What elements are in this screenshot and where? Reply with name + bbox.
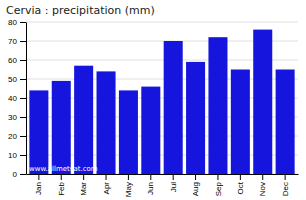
x-tick: Apr [102, 174, 111, 194]
bar [74, 66, 93, 174]
x-tick: Aug [191, 174, 200, 196]
x-tick-mark [61, 174, 62, 180]
x-tick-label: Jul [169, 182, 178, 192]
x-tick-label: May [124, 182, 133, 197]
x-tick: Mar [79, 174, 88, 196]
plot: 0 10 20 30 40 50 60 70 80 Jan Feb Mar Apr May Jun Jul Au… [8, 18, 298, 197]
x-tick-mark [106, 174, 107, 180]
x-tick-label: Jun [146, 182, 155, 195]
bar [164, 41, 183, 174]
y-tick: 70 [8, 37, 26, 46]
y-tick-label: 70 [8, 37, 17, 46]
bar [52, 81, 71, 174]
x-tick-mark [195, 174, 196, 180]
x-tick-label: Nov [258, 182, 267, 196]
x-tick: Dec [281, 174, 290, 196]
bar [276, 70, 295, 175]
y-tick-label: 80 [8, 18, 17, 27]
y-tick-mark [20, 136, 26, 137]
x-tick: May [124, 174, 133, 197]
x-tick-mark [150, 174, 151, 180]
x-tick-mark [173, 174, 174, 180]
y-tick: 50 [8, 75, 26, 84]
y-tick-mark [20, 174, 26, 175]
x-tick-mark [240, 174, 241, 180]
x-tick-label: Aug [191, 182, 200, 196]
y-tick-label: 10 [8, 151, 17, 160]
annotation: www.allmetsat.com [29, 165, 98, 173]
x-tick: Sep [214, 174, 223, 196]
x-tick-label: Mar [79, 182, 88, 196]
y-tick-mark [20, 98, 26, 99]
x-tick-label: Apr [102, 182, 111, 195]
bar [141, 87, 160, 174]
bar [208, 37, 227, 174]
x-tick: Nov [258, 174, 267, 196]
x-axis: Jan Feb Mar Apr May Jun Jul Aug Sep Oct Nov Dec [27, 174, 299, 197]
x-tick: Jan [34, 174, 43, 195]
y-tick-mark [20, 117, 26, 118]
y-tick: 0 [13, 170, 26, 179]
title: Cervia : precipitation (mm) [6, 4, 155, 17]
x-tick-mark [128, 174, 129, 180]
y-tick-label: 40 [8, 94, 17, 103]
x-tick-mark [38, 174, 39, 180]
y-tick-label: 60 [8, 56, 17, 65]
y-tick: 60 [8, 56, 26, 65]
y-tick-mark [20, 22, 26, 23]
y-tick: 30 [8, 113, 26, 122]
x-tick-label: Oct [236, 181, 245, 194]
x-tick-label: Sep [214, 181, 223, 196]
x-tick: Oct [236, 174, 245, 194]
x-tick: Jun [146, 174, 155, 195]
bar [119, 90, 138, 174]
y-tick-mark [20, 41, 26, 42]
bars [29, 30, 294, 174]
x-tick-mark [285, 174, 286, 180]
y-axis-line [26, 23, 27, 175]
bar [97, 71, 116, 174]
x-tick-label: Feb [57, 181, 66, 195]
x-tick-mark [262, 174, 263, 180]
y-tick-mark [20, 155, 26, 156]
grid [26, 22, 298, 174]
bar [231, 70, 250, 175]
y-tick-mark [20, 79, 26, 80]
y-tick-label: 0 [13, 170, 18, 179]
bar [186, 62, 205, 174]
x-tick: Feb [57, 174, 66, 196]
x-tick-label: Dec [281, 182, 290, 196]
y-tick: 10 [8, 151, 26, 160]
grid-line [26, 22, 298, 23]
y-tick-label: 30 [8, 113, 17, 122]
x-axis-line [27, 174, 299, 175]
y-tick-label: 20 [8, 132, 17, 141]
y-tick-label: 50 [8, 75, 17, 84]
x-tick-label: Jan [34, 182, 43, 195]
y-tick: 40 [8, 94, 26, 103]
y-tick: 20 [8, 132, 26, 141]
bar [29, 90, 48, 174]
x-tick-mark [83, 174, 84, 180]
y-tick-mark [20, 60, 26, 61]
x-tick-mark [217, 174, 218, 180]
x-tick: Jul [169, 174, 178, 192]
y-tick: 80 [8, 18, 26, 27]
y-axis: 0 10 20 30 40 50 60 70 80 [8, 18, 26, 179]
chart: 0 10 20 30 40 50 60 70 80 Jan Feb Mar Apr May Jun Jul Au… [0, 0, 306, 200]
bar [253, 30, 272, 174]
